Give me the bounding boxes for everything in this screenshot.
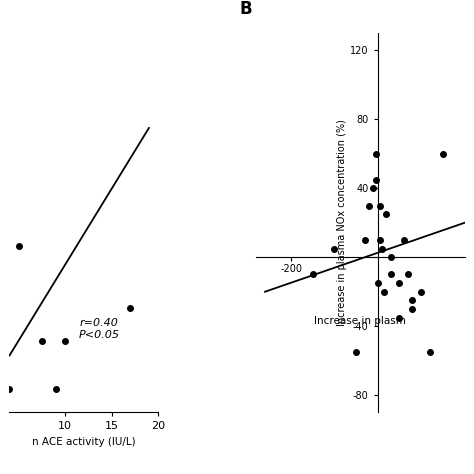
Point: [127, 304, 134, 312]
Point: [387, 254, 394, 261]
X-axis label: n ACE activity (IU/L): n ACE activity (IU/L): [32, 437, 136, 447]
Point: [374, 279, 382, 287]
Point: [372, 176, 379, 183]
Point: [378, 245, 386, 253]
Point: [376, 202, 384, 210]
Point: [396, 279, 403, 287]
Point: [38, 337, 46, 345]
Point: [361, 236, 369, 244]
Point: [330, 245, 338, 253]
Point: [383, 210, 390, 218]
Point: [404, 271, 412, 278]
Point: [52, 385, 60, 392]
Point: [381, 288, 388, 295]
Point: [309, 271, 317, 278]
Point: [426, 348, 434, 356]
Y-axis label: Increase in plasma NOx concentration (%): Increase in plasma NOx concentration (%): [337, 119, 347, 326]
Point: [365, 202, 373, 210]
Point: [62, 337, 69, 345]
Point: [6, 385, 13, 392]
Point: [376, 236, 384, 244]
Text: r=0.40
P<0.05: r=0.40 P<0.05: [78, 318, 119, 340]
Point: [409, 305, 416, 313]
Point: [400, 236, 408, 244]
Point: [417, 288, 425, 295]
Point: [387, 271, 394, 278]
Point: [370, 184, 377, 192]
Point: [396, 314, 403, 321]
Point: [372, 150, 379, 158]
Point: [409, 297, 416, 304]
X-axis label: Increase in plasm: Increase in plasm: [314, 316, 406, 326]
Text: B: B: [240, 0, 252, 18]
Point: [352, 348, 360, 356]
Point: [439, 150, 447, 158]
Point: [15, 243, 23, 250]
